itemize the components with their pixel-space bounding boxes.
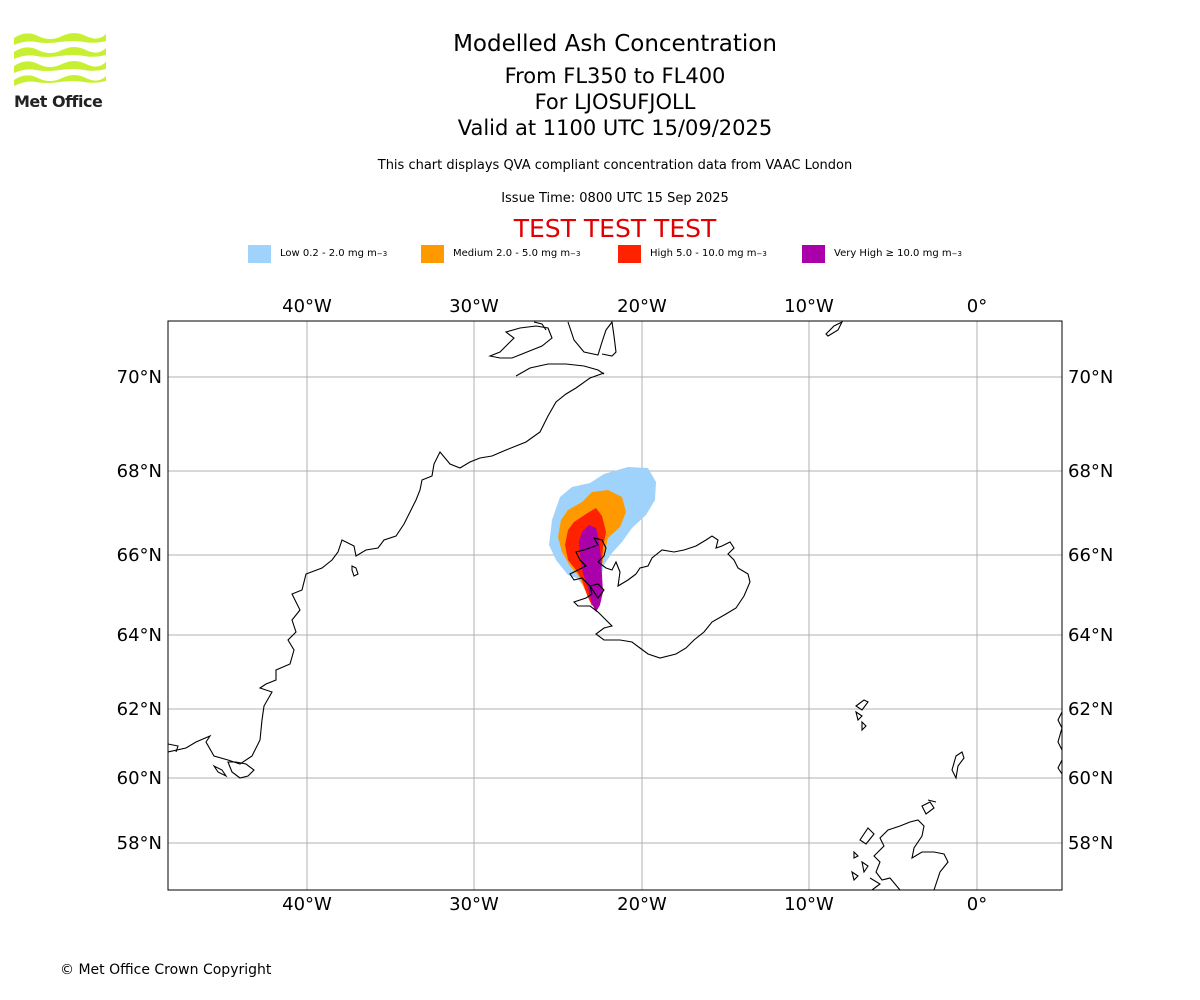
legend-high-label: High 5.0 - 10.0 mg m bbox=[650, 248, 757, 259]
lon-ticks-bottom: 40°W 30°W 20°W 10°W 0° bbox=[282, 894, 987, 915]
legend-very-high-label: Very High ≥ 10.0 mg m bbox=[834, 248, 952, 259]
met-office-logo-icon bbox=[14, 33, 106, 86]
legend-high-swatch bbox=[618, 244, 641, 263]
lat-tick-label: 64°N bbox=[1068, 625, 1113, 646]
lon-tick-label: 30°W bbox=[449, 894, 499, 915]
flight-levels: From FL350 to FL400 bbox=[504, 64, 726, 88]
legend-medium-label: Medium 2.0 - 5.0 mg m bbox=[453, 248, 571, 259]
lon-tick-label: 0° bbox=[967, 894, 987, 915]
lon-ticks-top: 40°W 30°W 20°W 10°W 0° bbox=[282, 296, 987, 317]
lon-tick-label: 30°W bbox=[449, 296, 499, 317]
legend-low: Low 0.2 - 2.0 mg m −3 bbox=[248, 244, 387, 263]
map-content bbox=[168, 321, 1062, 890]
chart-description: This chart displays QVA compliant concen… bbox=[377, 158, 853, 173]
lat-tick-label: 60°N bbox=[117, 768, 162, 789]
issue-time: Issue Time: 0800 UTC 15 Sep 2025 bbox=[501, 191, 729, 206]
legend-very-high-swatch bbox=[802, 244, 825, 263]
lon-tick-label: 20°W bbox=[617, 894, 667, 915]
legend-medium: Medium 2.0 - 5.0 mg m −3 bbox=[421, 244, 580, 263]
volcano-name: For LJOSUFJOLL bbox=[534, 90, 696, 114]
coastlines bbox=[168, 321, 1062, 890]
lat-tick-label: 64°N bbox=[117, 625, 162, 646]
map-frame bbox=[167, 320, 1063, 891]
iceland-coast bbox=[569, 535, 751, 659]
lat-tick-label: 66°N bbox=[117, 545, 162, 566]
legend-exponent: −3 bbox=[951, 249, 962, 258]
logo-text: Met Office bbox=[14, 92, 103, 111]
orkney-islands bbox=[921, 801, 935, 815]
lon-tick-label: 40°W bbox=[282, 296, 332, 317]
lat-tick-label: 58°N bbox=[1068, 833, 1113, 854]
greenland-coast bbox=[168, 372, 605, 765]
legend-high: High 5.0 - 10.0 mg m −3 bbox=[618, 244, 767, 263]
lon-tick-label: 20°W bbox=[617, 296, 667, 317]
lon-tick-label: 0° bbox=[967, 296, 987, 317]
shetland-islands bbox=[951, 751, 965, 780]
lat-ticks-left: 70°N 68°N 66°N 64°N 62°N 60°N 58°N bbox=[117, 367, 162, 854]
lat-tick-label: 68°N bbox=[117, 461, 162, 482]
ash-very-high-area bbox=[579, 525, 603, 612]
legend-low-label: Low 0.2 - 2.0 mg m bbox=[280, 248, 377, 259]
lat-tick-label: 68°N bbox=[1068, 461, 1113, 482]
lon-tick-label: 10°W bbox=[784, 296, 834, 317]
lat-tick-label: 58°N bbox=[117, 833, 162, 854]
lat-ticks-right: 70°N 68°N 66°N 64°N 62°N 60°N 58°N bbox=[1068, 367, 1113, 854]
lat-tick-label: 70°N bbox=[117, 367, 162, 388]
scotland-coast bbox=[873, 819, 949, 890]
copyright-notice: © Met Office Crown Copyright bbox=[60, 962, 272, 978]
norway-coast bbox=[1057, 711, 1062, 751]
faroe-islands bbox=[855, 699, 869, 711]
legend-exponent: −3 bbox=[376, 249, 388, 258]
lat-tick-label: 66°N bbox=[1068, 545, 1113, 566]
chart-title: Modelled Ash Concentration bbox=[453, 31, 777, 57]
lon-tick-label: 40°W bbox=[282, 894, 332, 915]
graticule bbox=[168, 321, 1062, 890]
lon-tick-label: 10°W bbox=[784, 894, 834, 915]
legend-very-high: Very High ≥ 10.0 mg m −3 bbox=[802, 244, 962, 263]
lat-tick-label: 70°N bbox=[1068, 367, 1113, 388]
test-banner: TEST TEST TEST bbox=[513, 214, 717, 243]
legend-exponent: −3 bbox=[570, 249, 581, 258]
legend-low-swatch bbox=[248, 244, 271, 263]
lat-tick-label: 62°N bbox=[117, 699, 162, 720]
legend-exponent: −3 bbox=[756, 249, 767, 258]
lat-tick-label: 62°N bbox=[1068, 699, 1113, 720]
lat-tick-label: 60°N bbox=[1068, 768, 1113, 789]
valid-time: Valid at 1100 UTC 15/09/2025 bbox=[457, 116, 773, 140]
legend-medium-swatch bbox=[421, 244, 444, 263]
